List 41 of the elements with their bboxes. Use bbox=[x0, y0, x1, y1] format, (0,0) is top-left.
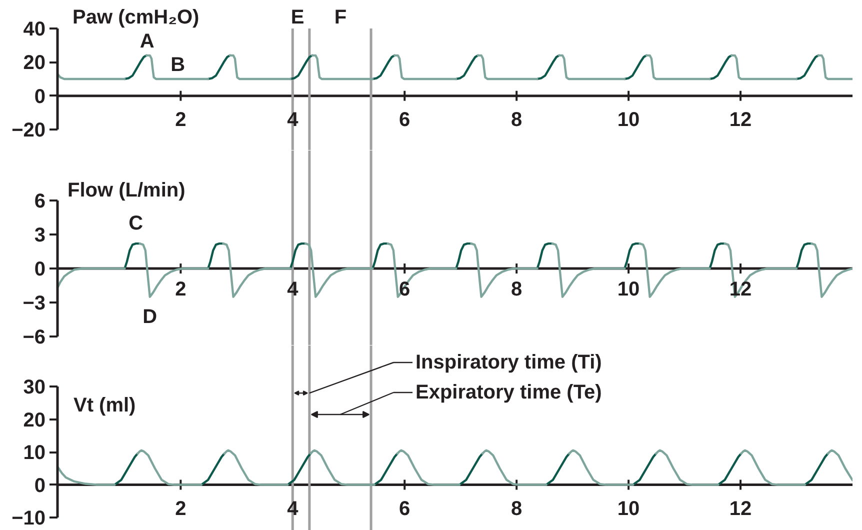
annotation: D bbox=[142, 306, 158, 328]
x-tick-label: 12 bbox=[729, 498, 752, 520]
chart-title: Flow (L/min) bbox=[68, 180, 186, 202]
y-tick-label: 20 bbox=[23, 409, 46, 432]
x-tick-label: 2 bbox=[175, 278, 186, 300]
annotation: B bbox=[170, 54, 186, 76]
x-tick-label: 2 bbox=[175, 108, 186, 131]
x-tick-label: 12 bbox=[729, 108, 752, 131]
x-tick-label: 8 bbox=[511, 278, 522, 300]
y-tick-label: 30 bbox=[23, 376, 46, 398]
x-tick-label: 6 bbox=[399, 498, 410, 520]
x-tick-label: 10 bbox=[617, 278, 640, 300]
x-tick-label: 8 bbox=[511, 498, 522, 520]
x-tick-label: 4 bbox=[287, 278, 300, 300]
y-tick-label: 40 bbox=[23, 18, 46, 40]
x-tick-label: 6 bbox=[399, 108, 410, 131]
y-tick-label: 3 bbox=[34, 224, 46, 246]
y-tick-label: 20 bbox=[23, 52, 46, 74]
y-tick-label: 10 bbox=[23, 442, 46, 464]
y-tick-label: 6 bbox=[34, 190, 46, 212]
x-tick-label: 10 bbox=[617, 498, 640, 520]
y-tick-label: 0 bbox=[34, 258, 46, 280]
x-tick-label: 10 bbox=[617, 108, 640, 131]
y-tick-label: 0 bbox=[34, 86, 46, 108]
y-tick-label: 0 bbox=[34, 474, 46, 497]
text: F bbox=[334, 6, 347, 28]
y-tick-label: −10 bbox=[12, 508, 46, 530]
annotation: A bbox=[140, 30, 154, 52]
x-tick-label: 8 bbox=[511, 108, 522, 131]
x-tick-label: 4 bbox=[287, 108, 300, 131]
y-tick-label: −6 bbox=[22, 326, 46, 348]
chart-title: Paw (cmH₂O) bbox=[72, 6, 200, 28]
x-tick-label: 2 bbox=[175, 498, 186, 520]
chart-title: Vt (ml) bbox=[74, 394, 136, 416]
annotation: Inspiratory time (Ti) bbox=[416, 352, 602, 374]
y-tick-label: −3 bbox=[22, 292, 46, 314]
annotation: Expiratory time (Te) bbox=[416, 382, 602, 404]
text: E bbox=[290, 6, 304, 28]
x-tick-label: 4 bbox=[287, 498, 300, 520]
y-tick-label: −20 bbox=[12, 120, 46, 142]
annotation: C bbox=[128, 212, 144, 235]
